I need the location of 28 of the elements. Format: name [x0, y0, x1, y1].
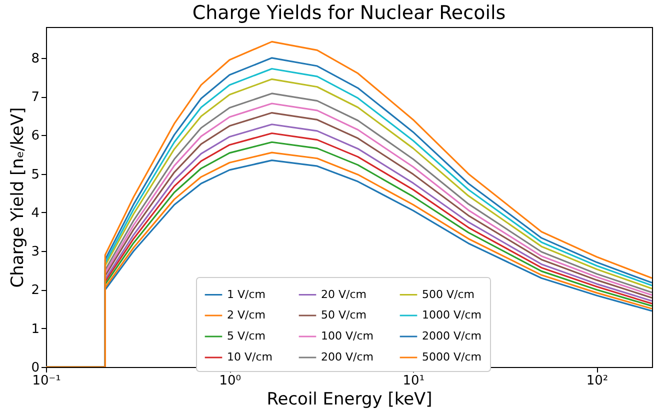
y-tick-label: 8 — [31, 51, 40, 66]
legend-label: 5 V/cm — [227, 330, 266, 342]
y-tick-label: 7 — [31, 90, 40, 106]
legend-label: 20 V/cm — [321, 288, 366, 301]
legend-label: 1000 V/cm — [422, 308, 482, 322]
legend-label: 500 V/cm — [422, 288, 474, 301]
legend-label: 5000 V/cm — [422, 350, 482, 364]
y-tick-label: 4 — [31, 206, 40, 221]
chart-title: Charge Yields for Nuclear Recoils — [192, 2, 506, 24]
legend-label: 2 V/cm — [227, 308, 266, 322]
legend-label: 200 V/cm — [321, 350, 374, 364]
x-tick-label: 10¹ — [402, 374, 425, 388]
x-tick-label: 10² — [586, 374, 608, 388]
y-tick-label: 1 — [31, 322, 40, 337]
legend-label: 50 V/cm — [321, 308, 366, 322]
legend-label: 1 V/cm — [227, 288, 266, 301]
x-axis-title: Recoil Energy [keV] — [266, 390, 432, 410]
legend-label: 10 V/cm — [227, 350, 272, 364]
x-tick-label: 10⁻¹ — [32, 374, 61, 388]
y-tick-label: 6 — [31, 128, 40, 144]
y-tick-label: 0 — [31, 360, 40, 376]
legend-label: 2000 V/cm — [422, 330, 482, 342]
legend-label: 100 V/cm — [321, 330, 374, 342]
y-axis-title: Charge Yield [nₑ/keV] — [8, 107, 28, 288]
y-tick-label: 5 — [31, 167, 40, 182]
y-tick-label: 2 — [31, 283, 40, 298]
x-tick-label: 10⁰ — [219, 374, 241, 388]
y-tick-label: 3 — [31, 244, 40, 260]
